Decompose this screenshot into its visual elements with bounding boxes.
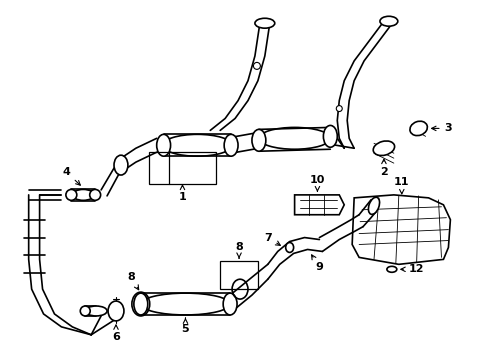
Ellipse shape <box>223 293 237 315</box>
Bar <box>220 261 257 289</box>
Ellipse shape <box>163 134 232 156</box>
Ellipse shape <box>285 243 293 252</box>
Ellipse shape <box>89 189 101 201</box>
Polygon shape <box>351 195 449 264</box>
Ellipse shape <box>72 189 94 201</box>
Text: 5: 5 <box>181 318 189 334</box>
Ellipse shape <box>156 134 170 156</box>
Text: 9: 9 <box>311 255 323 272</box>
Ellipse shape <box>409 121 427 136</box>
Text: 12: 12 <box>400 264 424 274</box>
Ellipse shape <box>134 293 147 315</box>
Ellipse shape <box>386 266 396 272</box>
Ellipse shape <box>114 155 128 175</box>
Text: 7: 7 <box>264 233 280 246</box>
Text: 3: 3 <box>431 123 451 134</box>
Ellipse shape <box>372 141 394 156</box>
Ellipse shape <box>323 125 337 147</box>
Ellipse shape <box>224 134 238 156</box>
Ellipse shape <box>80 306 90 316</box>
Ellipse shape <box>367 197 379 214</box>
Text: 8: 8 <box>127 272 139 290</box>
Text: 10: 10 <box>309 175 325 191</box>
Ellipse shape <box>258 127 330 149</box>
Text: 1: 1 <box>178 185 186 202</box>
Ellipse shape <box>251 129 265 151</box>
Text: 8: 8 <box>235 243 243 258</box>
Ellipse shape <box>85 306 107 316</box>
Ellipse shape <box>108 301 123 321</box>
Ellipse shape <box>66 189 77 201</box>
Ellipse shape <box>379 16 397 26</box>
Polygon shape <box>294 195 344 215</box>
Text: 11: 11 <box>393 177 408 194</box>
Ellipse shape <box>253 62 260 69</box>
Bar <box>148 152 216 184</box>
Ellipse shape <box>254 18 274 28</box>
Ellipse shape <box>141 293 230 315</box>
Text: 4: 4 <box>62 167 80 185</box>
Ellipse shape <box>336 105 342 112</box>
Text: 2: 2 <box>379 159 387 177</box>
Text: 6: 6 <box>112 325 120 342</box>
